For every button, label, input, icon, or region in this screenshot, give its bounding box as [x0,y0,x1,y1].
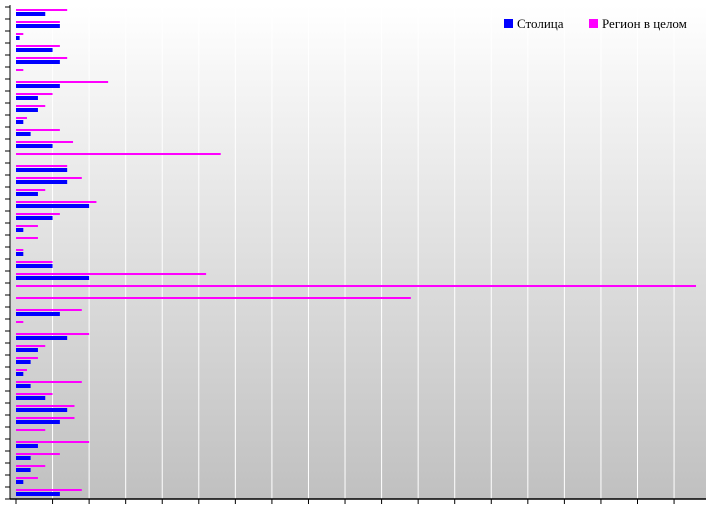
bar-region [16,21,60,23]
bar-capital [16,360,31,364]
legend-label-region: Регион в целом [602,16,687,31]
bar-capital [16,492,60,496]
bar-region [16,213,60,215]
legend-label-capital: Столица [517,16,564,31]
bar-region [16,249,24,251]
bar-region [16,225,38,227]
bar-region [16,69,24,71]
bar-region [16,285,696,287]
bar-capital [16,36,20,40]
bar-capital [16,264,53,268]
bar-capital [16,132,31,136]
bar-region [16,309,82,311]
legend: Столица Регион в целом [504,16,687,31]
axes [5,5,706,504]
bar-region [16,177,82,179]
bar-capital [16,192,38,196]
bar-capital [16,312,60,316]
plot-area [10,5,706,499]
bar-capital [16,468,31,472]
bar-region [16,153,221,155]
grid-lines [52,5,675,499]
bar-capital [16,480,24,484]
bar-region [16,237,38,239]
bar-region [16,33,24,35]
bar-region [16,393,53,395]
bar-capital [16,252,24,256]
legend-swatch-capital [504,19,513,28]
bar-region [16,345,46,347]
bar-region [16,141,74,143]
bar-capital [16,396,46,400]
bar-capital [16,372,24,376]
bar-region [16,489,82,491]
bar-region [16,165,68,167]
bar-region [16,333,90,335]
bar-region [16,105,46,107]
bar-region [16,441,90,443]
bar-capital [16,348,38,352]
bar-capital [16,120,24,124]
bar-region [16,93,53,95]
bar-capital [16,180,68,184]
bar-region [16,297,411,299]
bar-capital [16,108,38,112]
bar-region [16,201,97,203]
bar-capital [16,168,68,172]
bar-capital [16,276,90,280]
bar-capital [16,96,38,100]
bar-region [16,273,207,275]
bar-region [16,429,46,431]
bars [16,9,696,496]
bar-region [16,189,46,191]
bar-capital [16,420,60,424]
bar-capital [16,48,53,52]
bar-capital [16,24,60,28]
bar-region [16,417,75,419]
bar-region [16,381,82,383]
bar-region [16,465,46,467]
bar-region [16,45,60,47]
bar-region [16,369,27,371]
bar-region [16,405,75,407]
bar-capital [16,444,38,448]
bar-capital [16,216,53,220]
bar-capital [16,228,24,232]
bar-region [16,261,53,263]
bar-capital [16,384,31,388]
bar-capital [16,60,60,64]
bar-capital [16,336,68,340]
bar-capital [16,84,60,88]
bar-region [16,357,38,359]
bar-capital [16,12,46,16]
bar-region [16,477,38,479]
legend-swatch-region [589,19,598,28]
bar-capital [16,408,68,412]
bar-region [16,9,68,11]
bar-region [16,321,24,323]
bar-capital [16,204,90,208]
bar-region [16,129,60,131]
bar-region [16,57,68,59]
bar-region [16,81,109,83]
bar-region [16,453,60,455]
bar-capital [16,456,31,460]
bar-region [16,117,27,119]
bar-capital [16,144,53,148]
